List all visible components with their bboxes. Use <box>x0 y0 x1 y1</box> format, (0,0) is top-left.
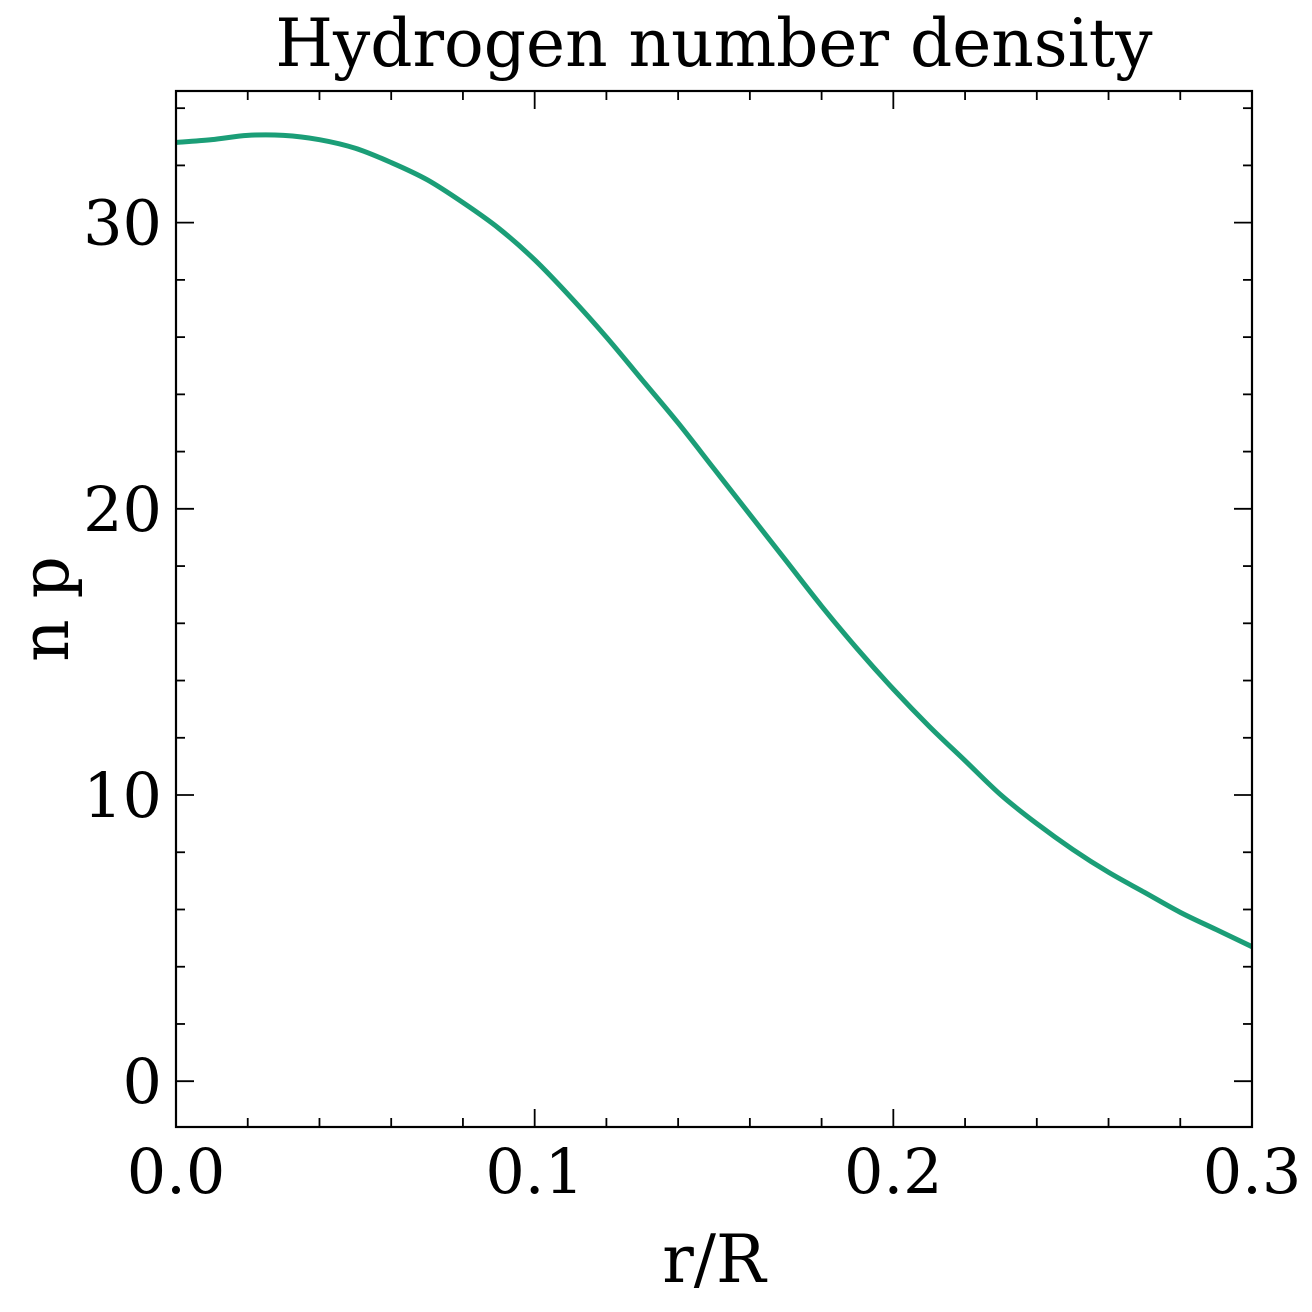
x-tick-label: 0.1 <box>485 1135 584 1208</box>
series-line-0 <box>176 132 1252 949</box>
y-tick-label: 0 <box>123 1045 162 1118</box>
plot-frame <box>174 89 1254 1129</box>
chart-title: Hydrogen number density <box>275 5 1153 82</box>
x-tick-label: 0.3 <box>1203 1135 1302 1208</box>
y-tick-label: 30 <box>83 187 162 260</box>
y-tick-label: 20 <box>83 473 162 546</box>
tick-labels: 0.0 0.1 0.2 0.3 0 10 20 30 <box>83 187 1301 1208</box>
x-tick-label: 0.2 <box>844 1135 943 1208</box>
y-axis-label: n p <box>7 556 84 662</box>
y-tick-label: 10 <box>83 759 162 832</box>
x-axis-label: r/R <box>662 1221 768 1298</box>
axis-ticks <box>175 91 1253 1127</box>
x-tick-label: 0.0 <box>127 1135 226 1208</box>
plot-area <box>174 89 1254 1129</box>
